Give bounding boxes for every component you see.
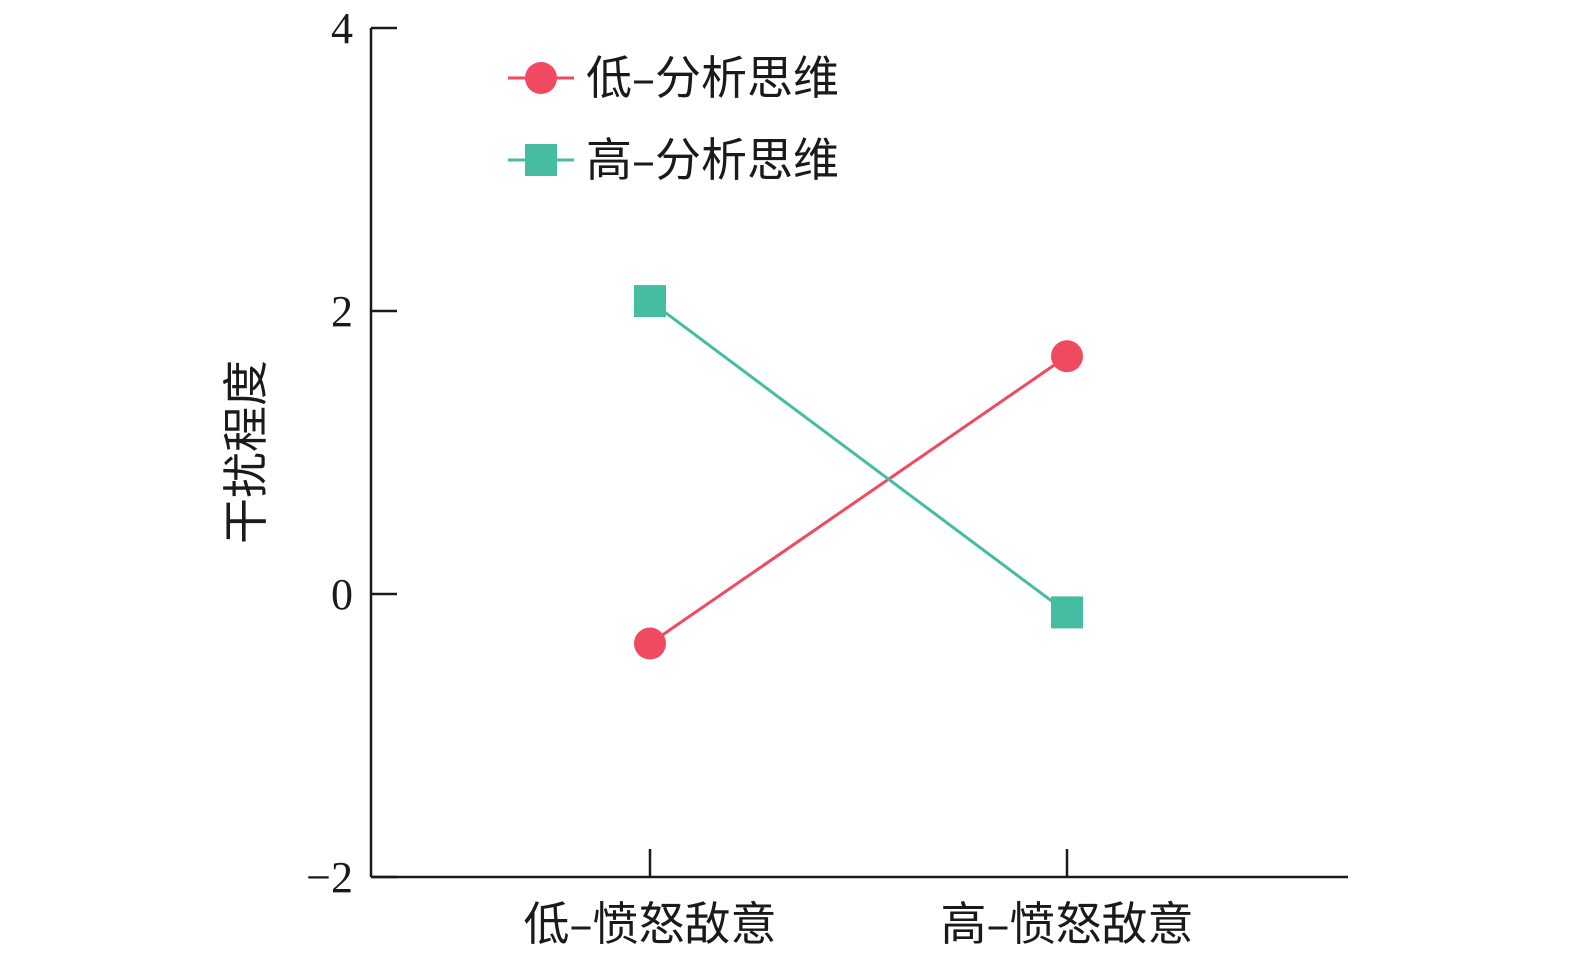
y-axis-label: 干扰程度 (219, 360, 273, 544)
data-point-square (634, 285, 666, 318)
x-category-label: 高–愤怒敌意 (941, 897, 1194, 951)
legend-marker-square (525, 144, 557, 176)
y-tick-label: 2 (331, 287, 353, 336)
y-tick-label: 4 (331, 4, 353, 53)
data-point-square (1051, 596, 1083, 629)
y-tick-label: 0 (331, 570, 353, 619)
data-point-circle (1051, 340, 1083, 373)
axes: −2 0 2 4 低–愤怒敌意 高–愤怒敌意 (306, 4, 1348, 951)
series-line (649, 355, 1068, 645)
legend-marker-circle (525, 62, 557, 94)
x-category-label: 低–愤怒敌意 (524, 897, 777, 951)
series-layer (634, 285, 1083, 660)
legend-label: 高–分析思维 (586, 133, 839, 187)
legend-item: 高–分析思维 (508, 133, 839, 187)
series-line (649, 299, 1068, 614)
series-2 (634, 285, 1083, 629)
y-tick-label: −2 (306, 853, 353, 902)
series-1 (634, 340, 1083, 660)
legend-label: 低–分析思维 (586, 51, 839, 105)
legend-item: 低–分析思维 (508, 51, 839, 105)
data-point-circle (634, 627, 666, 660)
